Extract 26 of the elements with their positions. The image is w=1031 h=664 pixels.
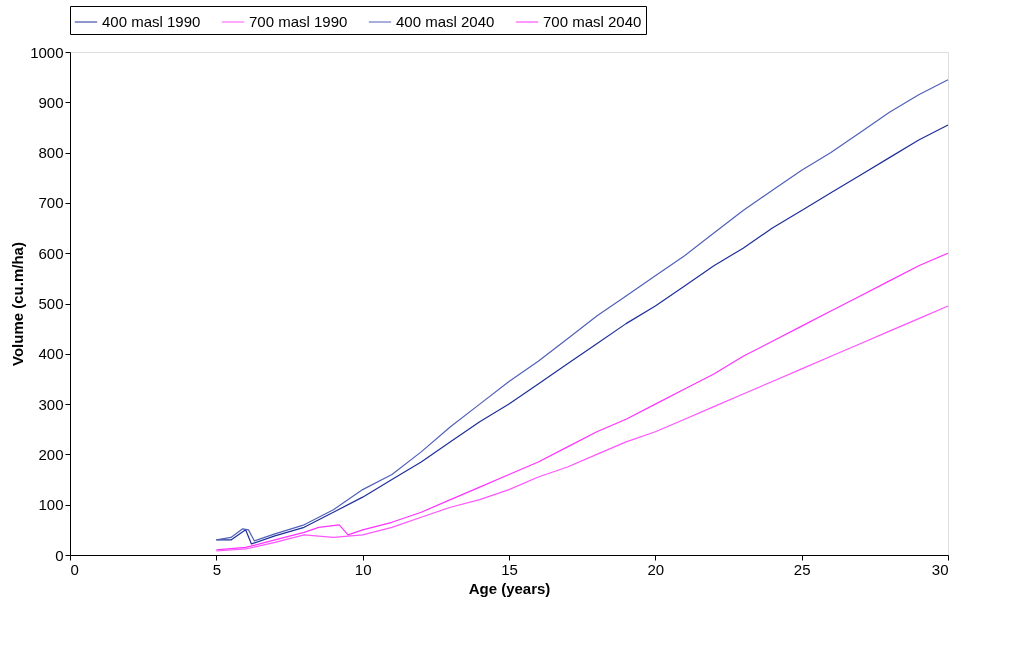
y-axis-title: Volume (cu.m/ha) [9, 242, 27, 366]
y-tick-label: 300 [38, 395, 64, 413]
legend-label: 700 masl 1990 [249, 13, 348, 30]
y-tick-label: 900 [38, 93, 64, 111]
y-tick-label: 800 [38, 144, 64, 162]
x-tick-label: 0 [70, 560, 79, 578]
y-tick-label: 600 [38, 244, 64, 262]
x-axis-title: Age (years) [468, 579, 551, 597]
line-series [215, 305, 949, 552]
legend-label: 400 masl 2040 [396, 13, 495, 30]
y-tick-label: 400 [38, 345, 64, 363]
legend-label: 700 masl 2040 [543, 13, 642, 30]
x-tick-label: 20 [647, 560, 665, 578]
legend-label: 400 masl 1990 [102, 13, 201, 30]
y-tick-label: 200 [38, 445, 64, 463]
y-tick-label: 0 [55, 546, 64, 564]
line-series [215, 252, 949, 551]
y-tick-label: 700 [38, 194, 64, 212]
x-tick-label: 15 [501, 560, 518, 578]
x-tick-label: 5 [212, 560, 222, 578]
y-tick-label: 1000 [30, 43, 64, 61]
y-tick-label: 500 [38, 295, 64, 312]
y-tick-label: 100 [38, 496, 64, 514]
x-tick-label: 10 [354, 560, 372, 578]
x-tick-label: 30 [931, 560, 949, 578]
x-tick-label: 25 [793, 560, 811, 578]
